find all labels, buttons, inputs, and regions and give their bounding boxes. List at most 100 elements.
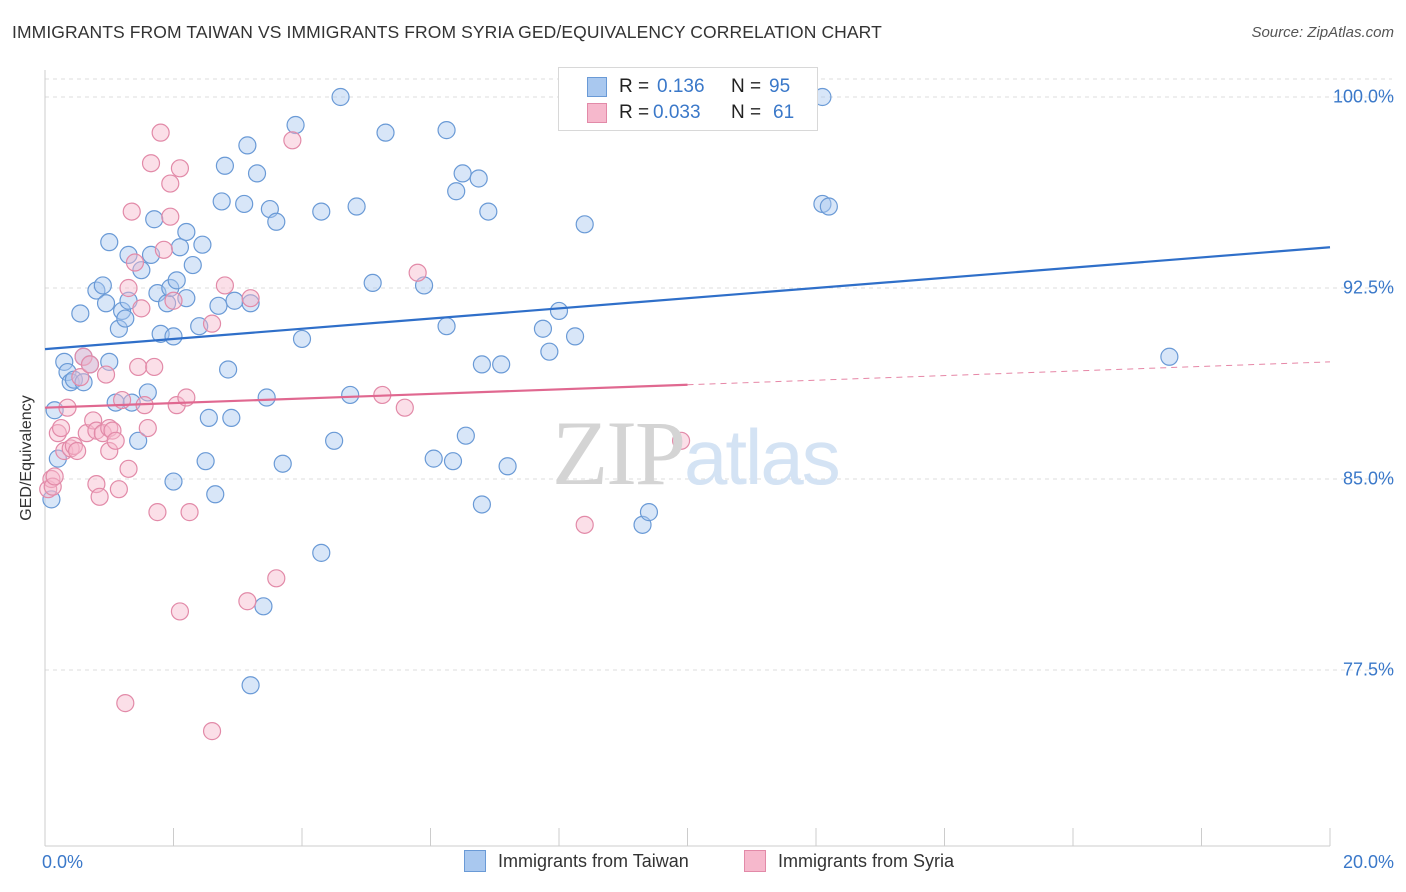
syria-point [106, 431, 125, 450]
taiwan-point [565, 327, 585, 346]
taiwan-point [639, 503, 659, 522]
taiwan-point [109, 319, 128, 338]
taiwan-point [209, 296, 228, 315]
syria-point [164, 291, 183, 310]
y-tick-label: 77.5% [1342, 659, 1394, 680]
taiwan-point [219, 360, 238, 379]
taiwan-point [177, 222, 196, 242]
taiwan-point [235, 194, 254, 214]
taiwan-point [61, 373, 80, 392]
taiwan-point [145, 210, 164, 229]
syria-point [119, 459, 138, 478]
syria-point [141, 154, 161, 173]
watermark-zip: ZIP [552, 402, 686, 504]
syria-point [395, 398, 414, 417]
taiwan-point [456, 426, 475, 445]
syria-point [48, 424, 67, 443]
syria-point [80, 355, 100, 374]
syria-point [671, 431, 691, 450]
syria-point [267, 569, 286, 588]
taiwan-point [119, 245, 138, 264]
syria-point [154, 240, 173, 259]
taiwan-point [183, 255, 202, 275]
taiwan-point [312, 543, 331, 562]
taiwan-point [170, 238, 190, 257]
taiwan-point [167, 271, 186, 290]
syria-swatch [587, 103, 607, 123]
r-label: R = [619, 102, 650, 123]
taiwan-point [479, 202, 498, 221]
taiwan-n-value: 95 [769, 76, 791, 97]
syria-point [90, 487, 109, 506]
taiwan-point [100, 233, 119, 252]
watermark-atlas: atlas [684, 413, 841, 501]
y-tick-label: 85.0% [1342, 468, 1394, 489]
watermark: ZIPatlas [552, 400, 841, 506]
syria-point [241, 289, 260, 308]
taiwan-point [206, 485, 225, 504]
taiwan-point [331, 87, 350, 107]
y-tick-label: 100.0% [1332, 86, 1394, 107]
syria-point [42, 469, 61, 489]
taiwan-point [472, 355, 491, 374]
syria-point [68, 441, 87, 461]
legend-item-taiwan[interactable]: Immigrants from Taiwan [464, 850, 689, 872]
taiwan-point [469, 169, 488, 188]
syria-point [122, 202, 141, 221]
taiwan-point [254, 597, 273, 616]
taiwan-point [132, 261, 151, 280]
taiwan-point [74, 373, 93, 392]
taiwan-point [312, 202, 331, 221]
taiwan-point [96, 294, 116, 313]
syria-point [74, 347, 93, 366]
taiwan-point [347, 197, 366, 216]
syria-point [202, 314, 222, 333]
stats-row-syria: R = 0.033 N = 61 [559, 100, 817, 126]
taiwan-swatch [587, 77, 607, 97]
legend-syria-swatch [744, 850, 766, 872]
taiwan-point [437, 317, 456, 336]
syria-point [96, 365, 116, 384]
taiwan-point [212, 192, 231, 211]
n-label: N = [731, 102, 762, 123]
taiwan-point [225, 291, 244, 310]
syria-point [125, 253, 145, 272]
taiwan-point [196, 452, 215, 471]
syria-point [109, 480, 128, 499]
taiwan-point [164, 472, 183, 491]
taiwan-point [575, 215, 594, 234]
legend-item-syria[interactable]: Immigrants from Syria [744, 850, 954, 872]
syria-point [161, 207, 180, 226]
syria-point [180, 503, 199, 522]
correlation-stats-box: R = 0.136 N = 95 R = 0.033 N = 61 [558, 67, 818, 131]
syria-trend-line [44, 383, 688, 409]
taiwan-point [55, 352, 74, 371]
syria-point [238, 592, 257, 611]
syria-point [64, 436, 84, 455]
syria-point [51, 418, 71, 438]
taiwan-point [257, 388, 276, 407]
syria-point [145, 357, 164, 377]
taiwan-point [492, 355, 511, 374]
taiwan-point [267, 212, 286, 231]
syria-point [161, 174, 180, 193]
syria-point [84, 411, 103, 430]
syria-point [283, 131, 302, 150]
taiwan-point [193, 235, 212, 254]
taiwan-r-value: 0.136 [657, 76, 705, 97]
syria-point [71, 368, 90, 387]
taiwan-point [443, 452, 463, 471]
taiwan-point [241, 676, 260, 695]
taiwan-point [453, 164, 472, 183]
taiwan-point [540, 342, 559, 361]
legend-syria-label: Immigrants from Syria [778, 850, 955, 871]
syria-point [170, 159, 190, 178]
taiwan-point [286, 115, 305, 135]
taiwan-point [273, 454, 292, 473]
taiwan-point [533, 319, 553, 338]
taiwan-point [437, 121, 456, 140]
taiwan-point [819, 197, 838, 216]
taiwan-point [363, 273, 382, 293]
syria-point [575, 515, 594, 534]
